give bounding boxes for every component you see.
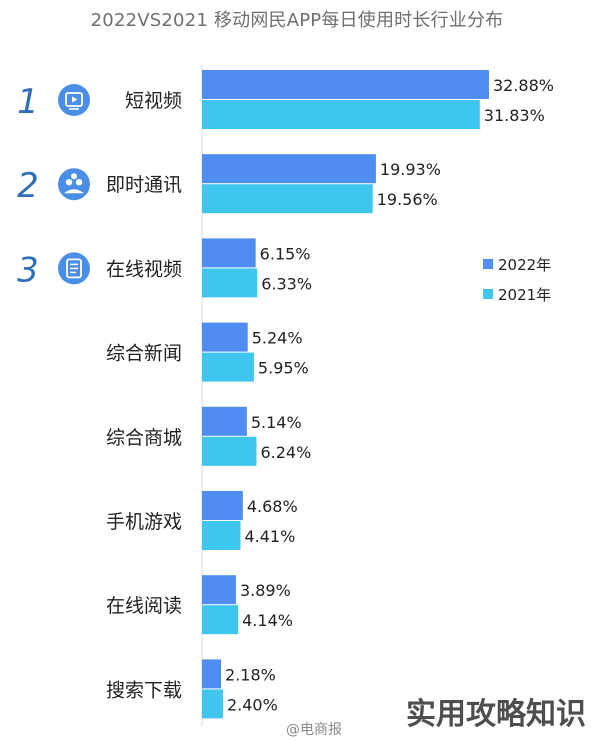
- data-label-2021: 31.83%: [484, 106, 545, 125]
- bar-2021: [202, 184, 373, 213]
- rank-number: 1: [17, 82, 39, 122]
- bar-2021: [202, 689, 223, 718]
- category-label: 综合商城: [106, 427, 182, 449]
- bar-2022: [202, 575, 236, 604]
- bar-2021: [202, 268, 257, 297]
- legend-label-2022: 2022年: [498, 256, 551, 274]
- person-top-icon: [71, 173, 77, 179]
- rank-number: 2: [17, 166, 39, 206]
- category-label: 在线阅读: [106, 595, 182, 617]
- data-label-2021: 4.14%: [242, 611, 293, 630]
- bar-2022: [202, 491, 243, 520]
- person-left-icon: [66, 179, 72, 185]
- rank-number: 3: [17, 250, 39, 290]
- legend-swatch-2021: [483, 289, 493, 299]
- watermark-source: @电商报: [286, 722, 342, 738]
- bar-2021: [202, 437, 256, 466]
- bar-2022: [202, 407, 247, 436]
- data-label-2022: 19.93%: [380, 160, 441, 179]
- data-label-2022: 6.15%: [260, 244, 311, 263]
- watermark-overlay: 实用攻略知识: [406, 697, 586, 732]
- bar-2021: [202, 605, 238, 634]
- bar-2021: [202, 100, 480, 129]
- bar-2021: [202, 521, 240, 550]
- data-label-2022: 32.88%: [493, 76, 554, 95]
- chart-title: 2022VS2021 移动网民APP每日使用时长行业分布: [0, 6, 594, 32]
- data-label-2022: 5.14%: [251, 413, 302, 432]
- data-label-2022: 3.89%: [240, 581, 291, 600]
- data-label-2021: 5.95%: [258, 359, 309, 378]
- data-label-2021: 6.33%: [261, 274, 312, 293]
- category-label: 短视频: [125, 90, 182, 112]
- category-label: 搜索下载: [106, 679, 182, 701]
- data-label-2021: 4.41%: [244, 527, 295, 546]
- person-right-icon: [76, 179, 82, 185]
- category-label: 综合新闻: [106, 343, 182, 365]
- category-label: 即时通讯: [106, 174, 182, 196]
- bar-2022: [202, 70, 489, 99]
- data-label-2021: 6.24%: [260, 443, 311, 462]
- data-label-2021: 2.40%: [227, 695, 278, 714]
- data-label-2021: 19.56%: [377, 190, 438, 209]
- data-label-2022: 4.68%: [247, 497, 298, 516]
- bar-2022: [202, 323, 248, 352]
- bar-2021: [202, 353, 254, 382]
- bar-2022: [202, 238, 256, 267]
- bar-2022: [202, 154, 376, 183]
- bar-2022: [202, 659, 221, 688]
- category-label: 在线视频: [106, 258, 182, 280]
- legend-swatch-2022: [483, 259, 493, 269]
- chat-people-icon: [58, 168, 90, 200]
- data-label-2022: 2.18%: [225, 665, 276, 684]
- data-label-2022: 5.24%: [252, 329, 303, 348]
- legend-label-2021: 2021年: [498, 286, 551, 304]
- category-label: 手机游戏: [106, 511, 182, 533]
